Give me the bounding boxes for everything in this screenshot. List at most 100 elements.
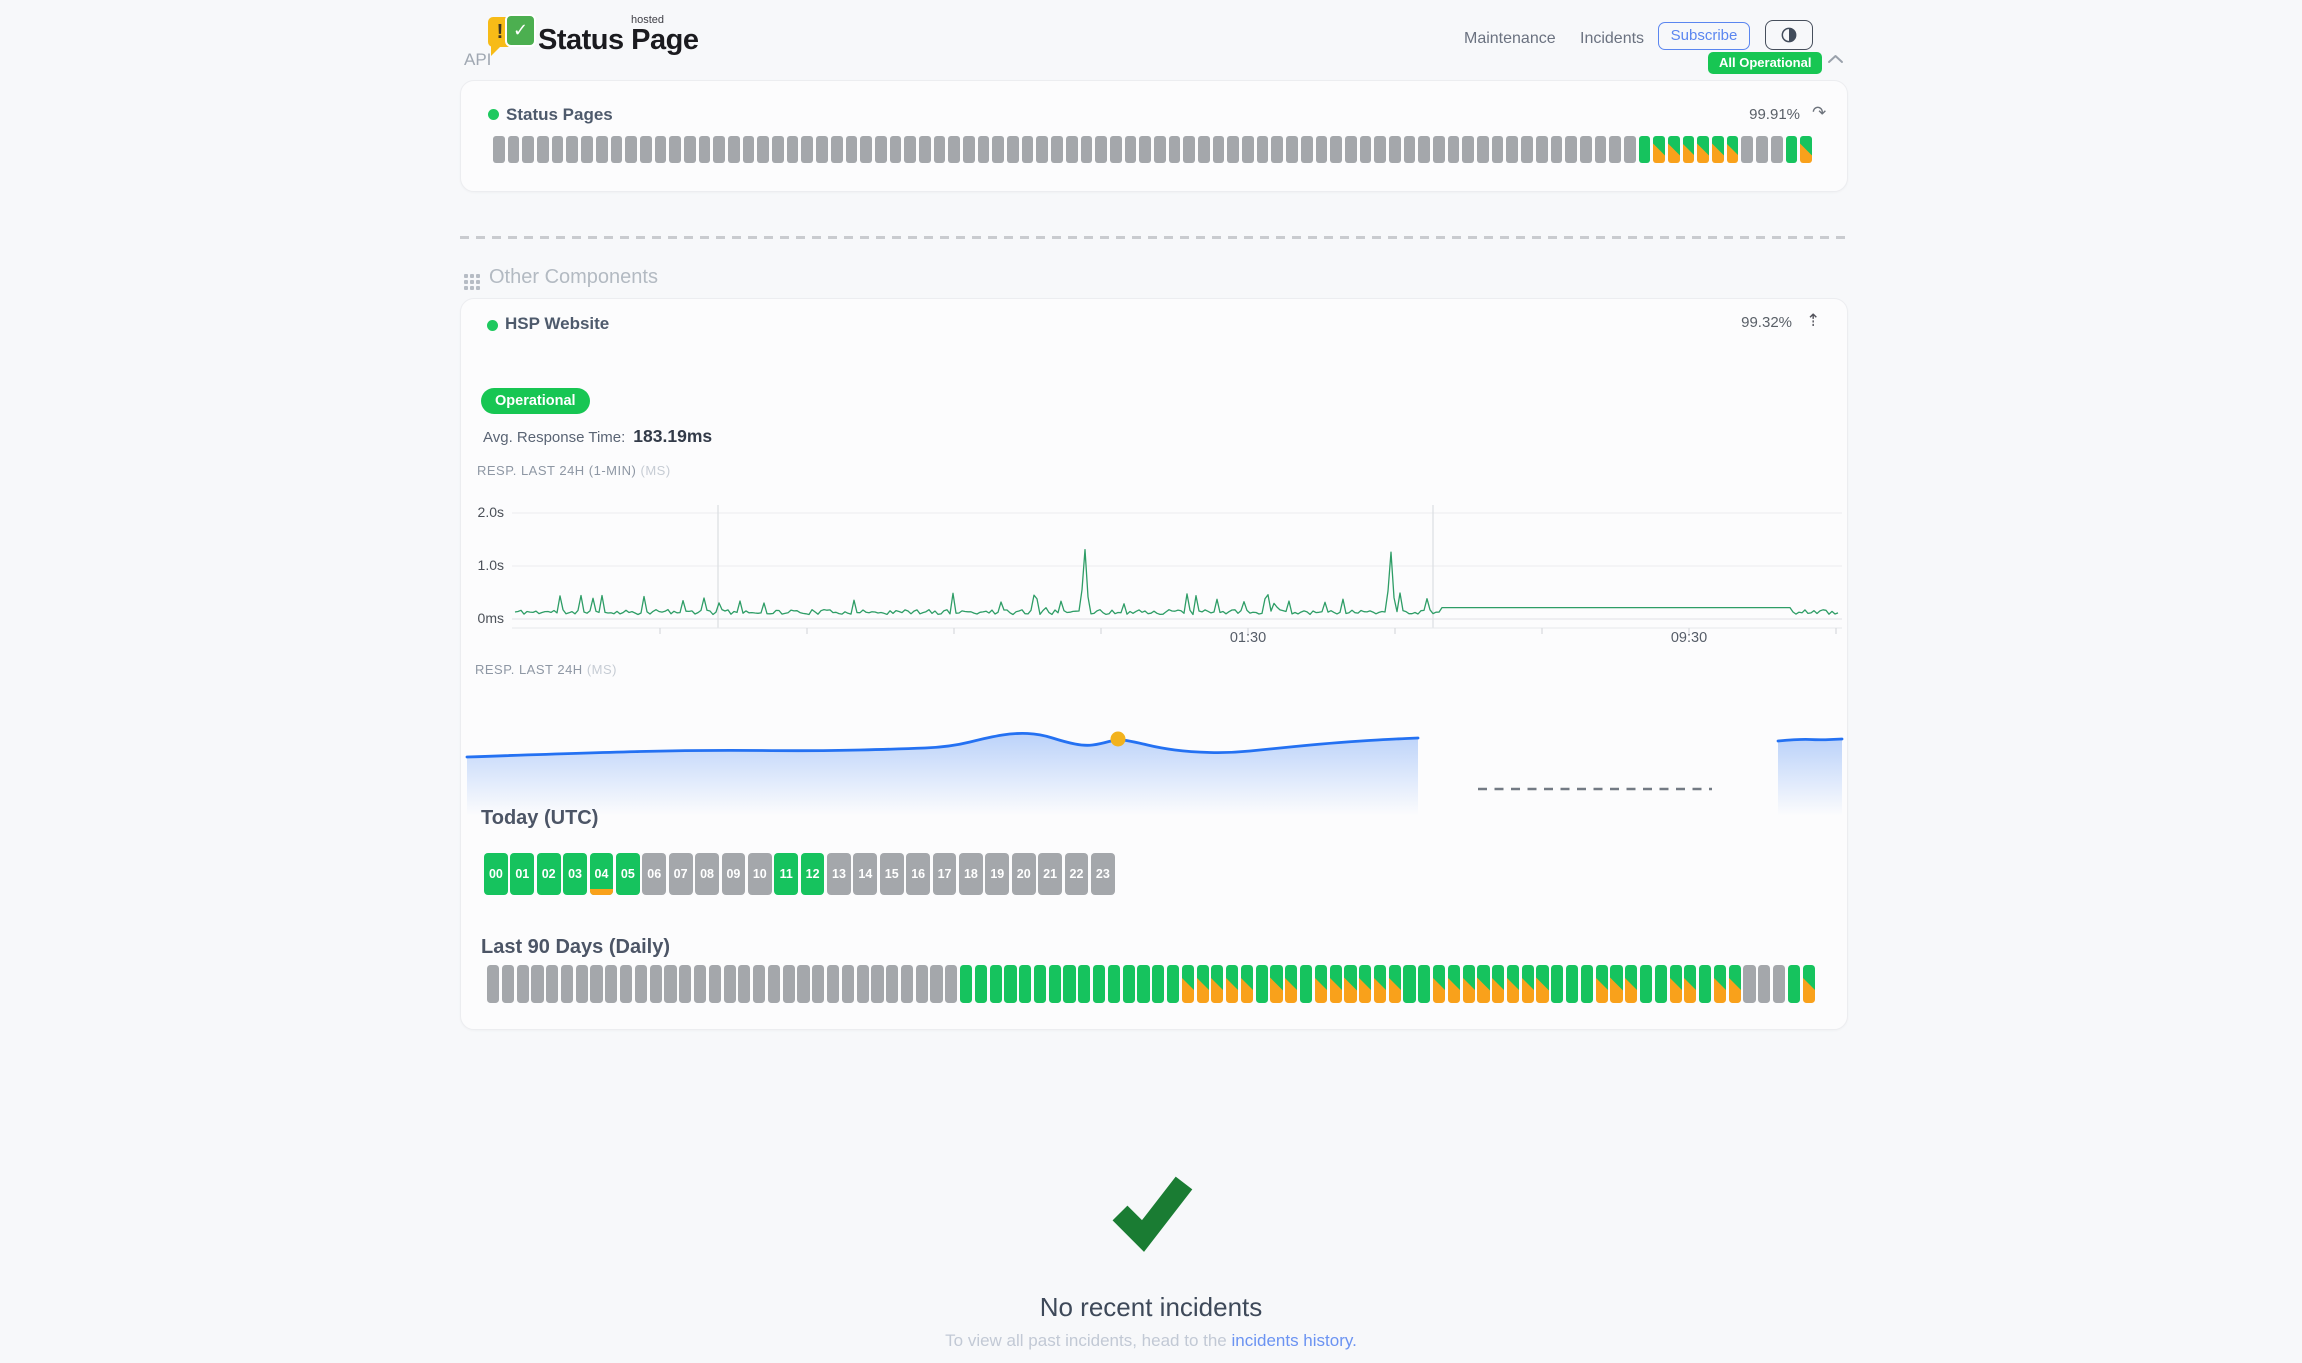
uptime-bar[interactable] bbox=[1240, 965, 1254, 1003]
uptime-bar[interactable] bbox=[1153, 136, 1166, 163]
hour-box[interactable]: 11 bbox=[774, 853, 799, 895]
uptime-bar[interactable] bbox=[1227, 136, 1240, 163]
hour-box[interactable]: 21 bbox=[1038, 853, 1062, 895]
uptime-bar[interactable] bbox=[1080, 136, 1093, 163]
hour-box[interactable]: 22 bbox=[1064, 853, 1089, 895]
chevron-up-icon[interactable] bbox=[1827, 53, 1844, 65]
uptime-bar[interactable] bbox=[1036, 136, 1049, 163]
uptime-bar[interactable] bbox=[1226, 965, 1239, 1003]
uptime-bar[interactable] bbox=[977, 136, 990, 163]
uptime-bar[interactable] bbox=[1712, 136, 1724, 163]
uptime-bar[interactable] bbox=[1019, 965, 1032, 1003]
uptime-bar[interactable] bbox=[1004, 965, 1017, 1003]
trend-arrow-icon[interactable]: ↷ bbox=[1812, 103, 1827, 122]
theme-toggle-button[interactable] bbox=[1765, 20, 1813, 50]
uptime-bar[interactable] bbox=[860, 136, 872, 163]
uptime-bar[interactable] bbox=[1623, 136, 1636, 163]
uptime-bar[interactable] bbox=[945, 965, 958, 1003]
uptime-bar[interactable] bbox=[782, 965, 795, 1003]
subscribe-button[interactable]: Subscribe bbox=[1658, 22, 1750, 50]
uptime-bar[interactable] bbox=[493, 136, 505, 163]
uptime-bar[interactable] bbox=[915, 965, 928, 1003]
uptime-bar[interactable] bbox=[1373, 965, 1387, 1003]
uptime-bar[interactable] bbox=[900, 965, 914, 1003]
uptime-bar[interactable] bbox=[713, 136, 725, 163]
uptime-bar[interactable] bbox=[1447, 136, 1460, 163]
uptime-bar[interactable] bbox=[1242, 136, 1254, 163]
uptime-bar[interactable] bbox=[639, 136, 652, 163]
uptime-bar[interactable] bbox=[1388, 965, 1401, 1003]
resp-24h-svg[interactable] bbox=[456, 690, 1848, 822]
uptime-bar[interactable] bbox=[1800, 136, 1812, 163]
hour-box[interactable]: 12 bbox=[800, 853, 825, 895]
uptime-bar[interactable] bbox=[551, 136, 564, 163]
uptime-bar[interactable] bbox=[767, 965, 781, 1003]
uptime-bar[interactable] bbox=[1594, 136, 1607, 163]
uptime-bar[interactable] bbox=[723, 965, 736, 1003]
uptime-bar[interactable] bbox=[1462, 965, 1475, 1003]
uptime-bar[interactable] bbox=[1256, 136, 1269, 163]
uptime-bar[interactable] bbox=[1063, 965, 1076, 1003]
uptime-bar[interactable] bbox=[669, 136, 681, 163]
uptime-bar[interactable] bbox=[1595, 965, 1608, 1003]
uptime-bar[interactable] bbox=[742, 136, 755, 163]
uptime-bar[interactable] bbox=[634, 965, 647, 1003]
hour-box[interactable]: 00 bbox=[484, 853, 508, 895]
uptime-bar[interactable] bbox=[1566, 965, 1579, 1003]
uptime-bar[interactable] bbox=[1344, 136, 1357, 163]
uptime-bar[interactable] bbox=[1300, 136, 1313, 163]
uptime-bar[interactable] bbox=[1743, 965, 1756, 1003]
uptime-bar[interactable] bbox=[974, 965, 987, 1003]
hour-box[interactable]: 04 bbox=[589, 853, 614, 895]
hour-box[interactable]: 18 bbox=[959, 853, 983, 895]
uptime-bar[interactable] bbox=[1684, 965, 1697, 1003]
uptime-bar[interactable] bbox=[1741, 136, 1754, 163]
chart-marker-dot[interactable] bbox=[1110, 731, 1126, 747]
uptime-bar[interactable] bbox=[1654, 965, 1667, 1003]
uptime-bar[interactable] bbox=[620, 965, 633, 1003]
uptime-bar[interactable] bbox=[1166, 965, 1180, 1003]
uptime-bar[interactable] bbox=[664, 965, 677, 1003]
uptime-bar[interactable] bbox=[537, 136, 549, 163]
uptime-bar[interactable] bbox=[992, 136, 1005, 163]
uptime-bar[interactable] bbox=[989, 965, 1002, 1003]
uptime-bar[interactable] bbox=[801, 136, 814, 163]
uptime-bar[interactable] bbox=[1772, 965, 1786, 1003]
uptime-bar[interactable] bbox=[522, 136, 535, 163]
uptime-bar[interactable] bbox=[874, 136, 887, 163]
uptime-bar[interactable] bbox=[1625, 965, 1638, 1003]
uptime-bar[interactable] bbox=[1137, 965, 1150, 1003]
uptime-bar[interactable] bbox=[1697, 136, 1710, 163]
hour-box[interactable]: 05 bbox=[615, 853, 640, 895]
uptime-bar[interactable] bbox=[1787, 965, 1800, 1003]
uptime-bar[interactable] bbox=[610, 136, 623, 163]
hour-box[interactable]: 03 bbox=[563, 853, 587, 895]
uptime-bar[interactable] bbox=[841, 965, 854, 1003]
hour-box[interactable]: 15 bbox=[879, 853, 904, 895]
uptime-bar[interactable] bbox=[595, 136, 608, 163]
uptime-bar[interactable] bbox=[1007, 136, 1019, 163]
uptime-bar[interactable] bbox=[1048, 965, 1061, 1003]
uptime-bar[interactable] bbox=[1447, 965, 1460, 1003]
hour-box[interactable]: 17 bbox=[932, 853, 957, 895]
uptime-bar[interactable] bbox=[575, 965, 588, 1003]
uptime-bar[interactable] bbox=[698, 136, 711, 163]
uptime-bar[interactable] bbox=[507, 136, 520, 163]
hour-box[interactable]: 06 bbox=[642, 853, 667, 895]
uptime-bar[interactable] bbox=[1668, 136, 1680, 163]
uptime-bar[interactable] bbox=[487, 965, 500, 1003]
uptime-bar[interactable] bbox=[1418, 136, 1430, 163]
uptime-bar[interactable] bbox=[1286, 136, 1298, 163]
hour-box[interactable]: 13 bbox=[827, 853, 851, 895]
uptime-bar[interactable] bbox=[1785, 136, 1798, 163]
uptime-bar[interactable] bbox=[1314, 965, 1327, 1003]
uptime-bar[interactable] bbox=[1638, 136, 1651, 163]
uptime-bar[interactable] bbox=[1521, 965, 1534, 1003]
overall-status-badge[interactable]: All Operational bbox=[1708, 52, 1823, 74]
uptime-bar[interactable] bbox=[1713, 965, 1727, 1003]
uptime-bar[interactable] bbox=[1152, 965, 1165, 1003]
uptime-bar[interactable] bbox=[1388, 136, 1401, 163]
resp-1min-svg[interactable] bbox=[456, 498, 1848, 654]
uptime-bar[interactable] bbox=[963, 136, 975, 163]
uptime-bar[interactable] bbox=[904, 136, 916, 163]
